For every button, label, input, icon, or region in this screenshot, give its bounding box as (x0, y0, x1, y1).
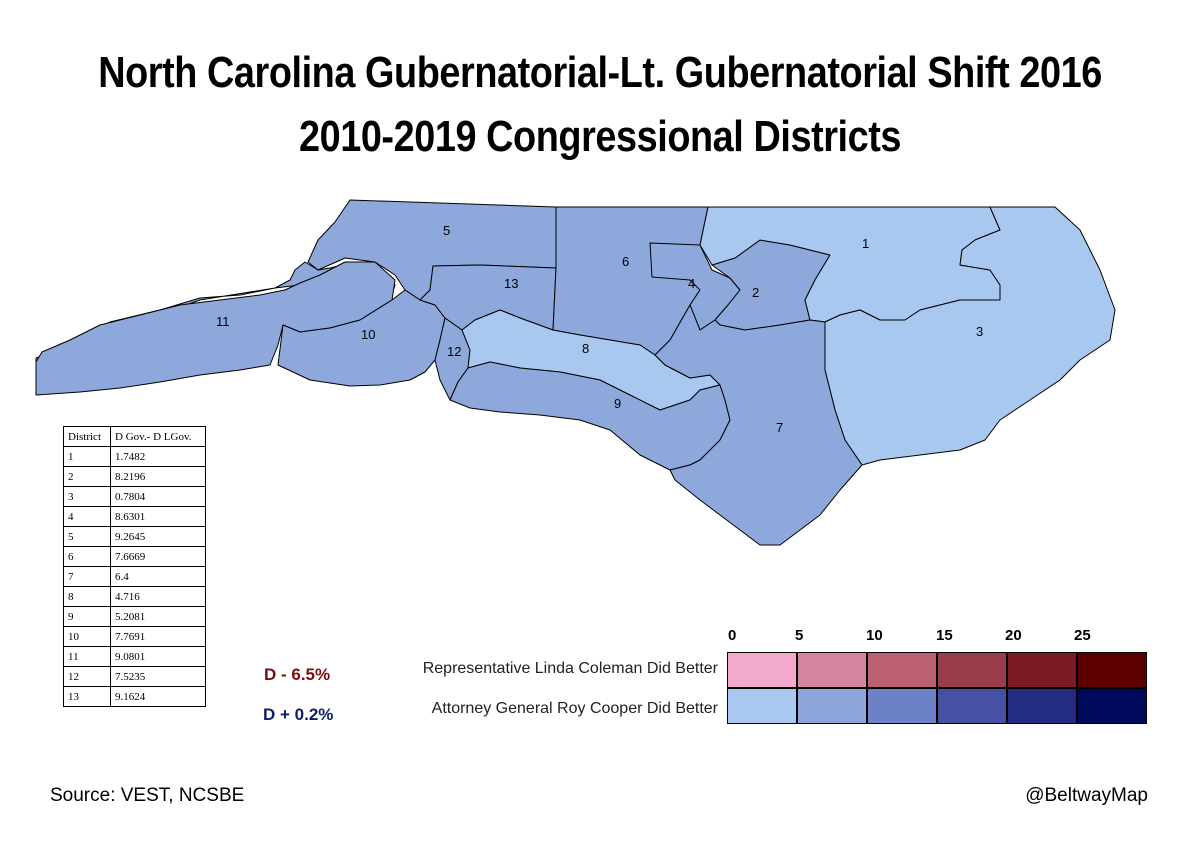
legend-cooper-swatch (727, 688, 797, 724)
district-label-5: 5 (443, 223, 450, 238)
table-cell: 13 (63, 686, 111, 707)
table-cell: 5.2081 (110, 606, 206, 627)
table-row: 3 0.7804 (63, 486, 206, 507)
legend-scale-label: 5 (795, 627, 804, 644)
legend-cooper-label: Attorney General Roy Cooper Did Better (431, 700, 718, 717)
legend-scale-label: 15 (936, 627, 953, 644)
table-row: 13 9.1624 (63, 686, 206, 707)
table-cell: 7.5235 (110, 666, 206, 687)
table-cell: 4.716 (110, 586, 206, 607)
table-cell: 8.6301 (110, 506, 206, 527)
lt-gov-statewide-margin: D - 6.5% (264, 665, 331, 684)
table-header-district: District (63, 426, 111, 447)
legend-scale-label: 20 (1005, 627, 1022, 644)
table-row: 1 1.7482 (63, 446, 206, 467)
table-cell: 7.6669 (110, 546, 206, 567)
table-cell: 6 (63, 546, 111, 567)
table-cell: 0.7804 (110, 486, 206, 507)
district-label-2: 2 (752, 285, 759, 300)
district-7[interactable] (654, 304, 863, 546)
table-header-row: District D Gov.- D LGov. (63, 426, 206, 447)
table-header-shift: D Gov.- D LGov. (110, 426, 206, 447)
table-cell: 5 (63, 526, 111, 547)
district-label-4: 4 (688, 276, 695, 291)
table-row: 5 9.2645 (63, 526, 206, 547)
legend-cooper-swatch (1007, 688, 1077, 724)
map-title: North Carolina Gubernatorial-Lt. Guberna… (98, 48, 1102, 97)
table-row: 2 8.2196 (63, 466, 206, 487)
table-cell: 10 (63, 626, 111, 647)
legend-cooper-swatch (867, 688, 937, 724)
table-cell: 3 (63, 486, 111, 507)
table-row: 11 9.0801 (63, 646, 206, 667)
table-cell: 4 (63, 506, 111, 527)
table-cell: 1.7482 (110, 446, 206, 467)
legend-coleman-swatch (1007, 652, 1077, 688)
legend-cooper-swatch (937, 688, 1007, 724)
table-cell: 8 (63, 586, 111, 607)
map-subtitle: 2010-2019 Congressional Districts (298, 112, 902, 161)
table-cell: 2 (63, 466, 111, 487)
legend-cooper-swatch (1077, 688, 1147, 724)
legend-coleman-label: Representative Linda Coleman Did Better (422, 660, 718, 677)
district-data-table: District D Gov.- D LGov. 1 1.7482 2 8.2196… (63, 426, 206, 707)
table-row: 6 7.6669 (63, 546, 206, 567)
district-label-3: 3 (976, 324, 983, 339)
table-cell: 1 (63, 446, 111, 467)
table-cell: 9.2645 (110, 526, 206, 547)
district-label-1: 1 (862, 236, 869, 251)
table-cell: 9 (63, 606, 111, 627)
table-row: 10 7.7691 (63, 626, 206, 647)
legend-coleman-swatch (797, 652, 867, 688)
table-cell: 7 (63, 566, 111, 587)
district-label-13: 13 (504, 276, 518, 291)
district-label-11: 11 (216, 314, 230, 329)
district-label-12: 12 (447, 344, 461, 359)
table-cell: 12 (63, 666, 111, 687)
table-cell: 6.4 (110, 566, 206, 587)
table-row: 7 6.4 (63, 566, 206, 587)
legend-scale-label: 0 (728, 627, 737, 644)
table-cell: 8.2196 (110, 466, 206, 487)
district-label-6: 6 (622, 254, 629, 269)
table-row: 8 4.716 (63, 586, 206, 607)
legend-scale-label: 25 (1074, 627, 1091, 644)
table-cell: 11 (63, 646, 111, 667)
source-text: Source: VEST, NCSBE (50, 785, 245, 806)
district-label-8: 8 (582, 341, 589, 356)
legend-coleman-swatch (867, 652, 937, 688)
district-label-9: 9 (614, 396, 621, 411)
legend-coleman-swatch (727, 652, 797, 688)
district-11-body[interactable] (35, 261, 396, 396)
legend-coleman-swatch (1077, 652, 1147, 688)
table-row: 4 8.6301 (63, 506, 206, 527)
table-cell: 9.0801 (110, 646, 206, 667)
table-cell: 7.7691 (110, 626, 206, 647)
district-label-7: 7 (776, 420, 783, 435)
credit-text: @BeltwayMap (1025, 785, 1148, 806)
table-row: 12 7.5235 (63, 666, 206, 687)
legend-coleman-swatch (937, 652, 1007, 688)
gov-statewide-margin: D + 0.2% (263, 705, 334, 724)
table-cell: 9.1624 (110, 686, 206, 707)
district-label-10: 10 (361, 327, 375, 342)
table-row: 9 5.2081 (63, 606, 206, 627)
legend-cooper-swatch (797, 688, 867, 724)
legend-scale-label: 10 (866, 627, 883, 644)
